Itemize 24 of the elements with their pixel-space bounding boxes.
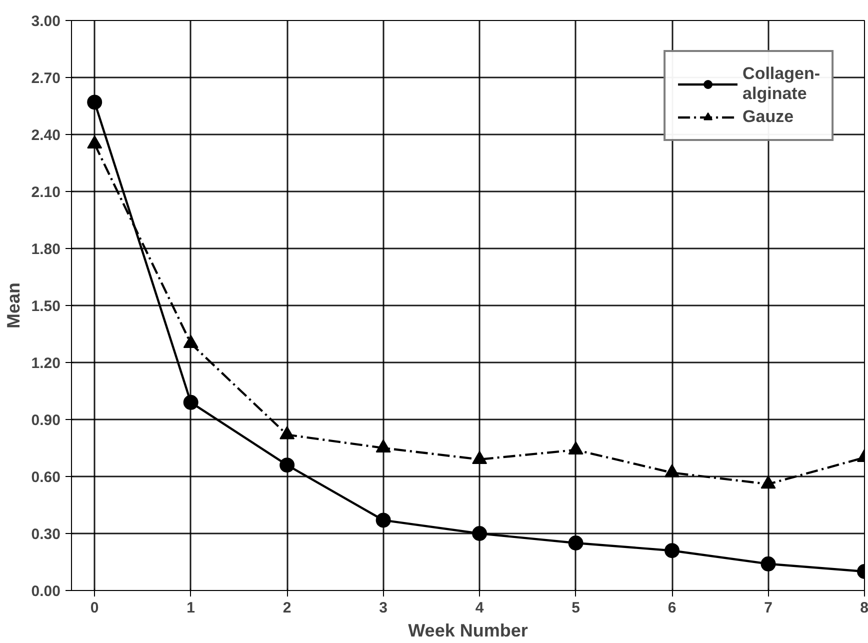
y-tick-label: 2.10 bbox=[31, 184, 61, 201]
y-tick-label: 0.60 bbox=[31, 469, 61, 486]
x-tick-label: 4 bbox=[475, 600, 484, 616]
y-tick-label: 0.30 bbox=[31, 526, 61, 543]
y-tick-label: 1.80 bbox=[31, 241, 61, 258]
x-axis-title: Week Number bbox=[408, 620, 528, 640]
legend-label: Gauze bbox=[742, 107, 794, 127]
y-tick-label: 2.70 bbox=[31, 70, 61, 87]
x-tick-label: 8 bbox=[860, 600, 868, 616]
y-tick-label: 2.40 bbox=[31, 127, 61, 144]
y-tick-label: 3.00 bbox=[31, 13, 61, 30]
x-tick-label: 2 bbox=[282, 600, 292, 616]
y-tick-label: 1.50 bbox=[31, 298, 61, 315]
y-tick-label: 0.90 bbox=[31, 412, 61, 429]
y-axis-title: Mean bbox=[3, 282, 24, 329]
x-tick-label: 3 bbox=[379, 600, 388, 616]
legend-label: Collagen- alginate bbox=[742, 64, 820, 104]
x-tick-label: 6 bbox=[668, 600, 676, 616]
x-tick-label: 7 bbox=[764, 600, 772, 616]
x-tick-label: 0 bbox=[90, 600, 99, 616]
x-tick-label: 1 bbox=[186, 600, 196, 616]
y-tick-label: 1.20 bbox=[31, 355, 61, 372]
x-tick-label: 5 bbox=[572, 600, 580, 616]
y-tick-label: 0.00 bbox=[31, 583, 61, 600]
